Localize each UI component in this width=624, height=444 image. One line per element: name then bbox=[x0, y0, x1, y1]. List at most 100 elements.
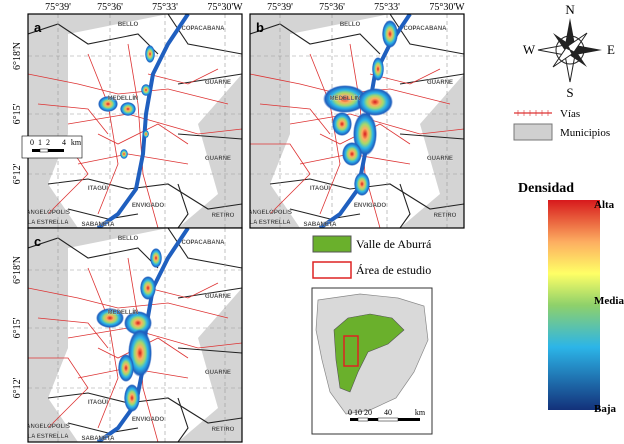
place-name: LA ESTRELLA bbox=[249, 220, 291, 226]
road bbox=[97, 123, 189, 145]
density-hotspot bbox=[323, 85, 367, 113]
panel-label: a bbox=[34, 20, 42, 35]
municipal-boundary bbox=[167, 14, 242, 55]
place-name: MEDELLÍN bbox=[108, 308, 139, 316]
municipal-boundary bbox=[177, 183, 189, 228]
municipal-boundary bbox=[399, 133, 464, 140]
municipal-boundary bbox=[47, 392, 242, 424]
left-tick-label: 6°12' bbox=[12, 163, 23, 184]
road bbox=[309, 53, 341, 215]
municipal-boundary bbox=[399, 73, 464, 85]
municipal-boundary bbox=[177, 397, 189, 442]
road bbox=[67, 327, 242, 349]
place-name: ENVIGADO bbox=[132, 417, 164, 423]
place-name: ANGELÓPOLIS bbox=[26, 208, 70, 216]
municipal-boundary bbox=[28, 237, 159, 269]
place-name: SABANETA bbox=[82, 222, 116, 228]
scale-bar-label: 0 bbox=[30, 138, 34, 147]
top-tick-label: 75°39' bbox=[45, 2, 71, 13]
place-name: BELLO bbox=[340, 22, 361, 28]
road bbox=[87, 267, 119, 429]
road bbox=[28, 287, 229, 319]
legend-study-area: Área de estudio bbox=[356, 263, 431, 277]
place-name: GUARNE bbox=[205, 370, 231, 376]
density-hotspot bbox=[128, 329, 152, 377]
road bbox=[147, 68, 219, 85]
panel-frame bbox=[27, 227, 243, 443]
density-hotspot bbox=[150, 248, 162, 268]
road bbox=[87, 53, 119, 215]
density-hotspot bbox=[353, 112, 377, 156]
place-name: COPACABANA bbox=[404, 26, 448, 32]
place-name: MEDELLÍN bbox=[108, 94, 139, 102]
legend-municipalities: Municipios bbox=[560, 127, 610, 139]
top-tick-label: 75°36' bbox=[97, 2, 123, 13]
density-hotspot bbox=[98, 96, 118, 112]
density-hotspot bbox=[96, 308, 124, 328]
compass-e: E bbox=[607, 42, 615, 57]
place-name: SABANETA bbox=[304, 222, 338, 228]
scale-bar-label: 2 bbox=[46, 138, 50, 147]
left-tick-label: 6°12' bbox=[12, 377, 23, 398]
municipal-boundary bbox=[399, 183, 411, 228]
density-hotspot bbox=[354, 172, 370, 196]
panel-label: c bbox=[34, 234, 41, 249]
map-legend: Vías Municipios Densidad Alta Media Baja bbox=[513, 108, 624, 415]
map-panel: BELLO COPACABANA GUARNE GUARNE MEDELLÍN ITAGÜ… bbox=[248, 2, 465, 229]
municipal-boundary bbox=[167, 228, 242, 269]
density-hotspot bbox=[143, 130, 149, 138]
top-tick-label: 75°36' bbox=[319, 2, 345, 13]
municipal-boundary bbox=[389, 14, 464, 55]
density-hotspot bbox=[120, 102, 136, 116]
inset-scale-label: 20 bbox=[364, 408, 372, 417]
municipal-boundary bbox=[269, 178, 464, 210]
place-name: GUARNE bbox=[427, 156, 453, 162]
top-tick-label: 75°30'W bbox=[207, 2, 243, 13]
top-tick-label: 75°33' bbox=[152, 2, 178, 13]
panel-label: b bbox=[256, 20, 264, 35]
place-name: ENVIGADO bbox=[354, 203, 386, 209]
left-tick-label: 6°15' bbox=[12, 103, 23, 124]
density-title: Densidad bbox=[518, 181, 574, 196]
compass-n: N bbox=[565, 2, 575, 17]
place-name: ITAGÜÍ bbox=[88, 184, 108, 192]
inset: Valle de Aburrá Área de estudio 0 10 20 40 k… bbox=[311, 235, 433, 435]
place-name: GUARNE bbox=[205, 156, 231, 162]
place-name: ITAGÜÍ bbox=[88, 398, 108, 406]
left-tick-label: 6°18'N bbox=[12, 42, 23, 70]
municipal-boundary bbox=[177, 287, 242, 299]
scale-bar-label: km bbox=[71, 138, 82, 147]
inset-scale-label: 10 bbox=[354, 408, 362, 417]
place-name: BELLO bbox=[118, 236, 139, 242]
place-name: ANGELÓPOLIS bbox=[26, 422, 70, 430]
density-hotspot bbox=[342, 142, 362, 166]
road bbox=[28, 73, 229, 105]
place-name: RETIRO bbox=[434, 213, 457, 219]
place-name: RETIRO bbox=[212, 213, 235, 219]
place-name: SABANETA bbox=[82, 436, 116, 442]
density-hotspot bbox=[118, 354, 134, 382]
road bbox=[67, 113, 242, 135]
density-hotspot bbox=[372, 57, 384, 81]
top-tick-label: 75°33' bbox=[374, 2, 400, 13]
left-tick-label: 6°15' bbox=[12, 317, 23, 338]
municipal-boundary bbox=[177, 73, 242, 85]
density-hotspot bbox=[145, 45, 155, 63]
road bbox=[37, 317, 109, 349]
legend-valley: Valle de Aburrá bbox=[356, 237, 432, 251]
inset-scale-label: km bbox=[415, 408, 426, 417]
top-tick-label: 75°30'W bbox=[429, 2, 465, 13]
road bbox=[28, 357, 89, 429]
road bbox=[369, 68, 441, 85]
map-panel: BELLO COPACABANA GUARNE GUARNE MEDELLÍN ITAGÜ… bbox=[12, 227, 243, 443]
density-hotspot bbox=[124, 311, 152, 335]
place-name: ANGELÓPOLIS bbox=[248, 208, 292, 216]
place-name: ITAGÜÍ bbox=[310, 184, 330, 192]
road bbox=[127, 43, 159, 228]
municipal-boundary bbox=[47, 178, 242, 210]
road bbox=[250, 143, 311, 215]
map-panel: BELLO COPACABANA GUARNE GUARNE MEDELLÍN ITAGÜ… bbox=[12, 2, 243, 229]
place-name: BELLO bbox=[118, 22, 139, 28]
scale-bar: 0 1 2 4 km bbox=[21, 135, 83, 159]
